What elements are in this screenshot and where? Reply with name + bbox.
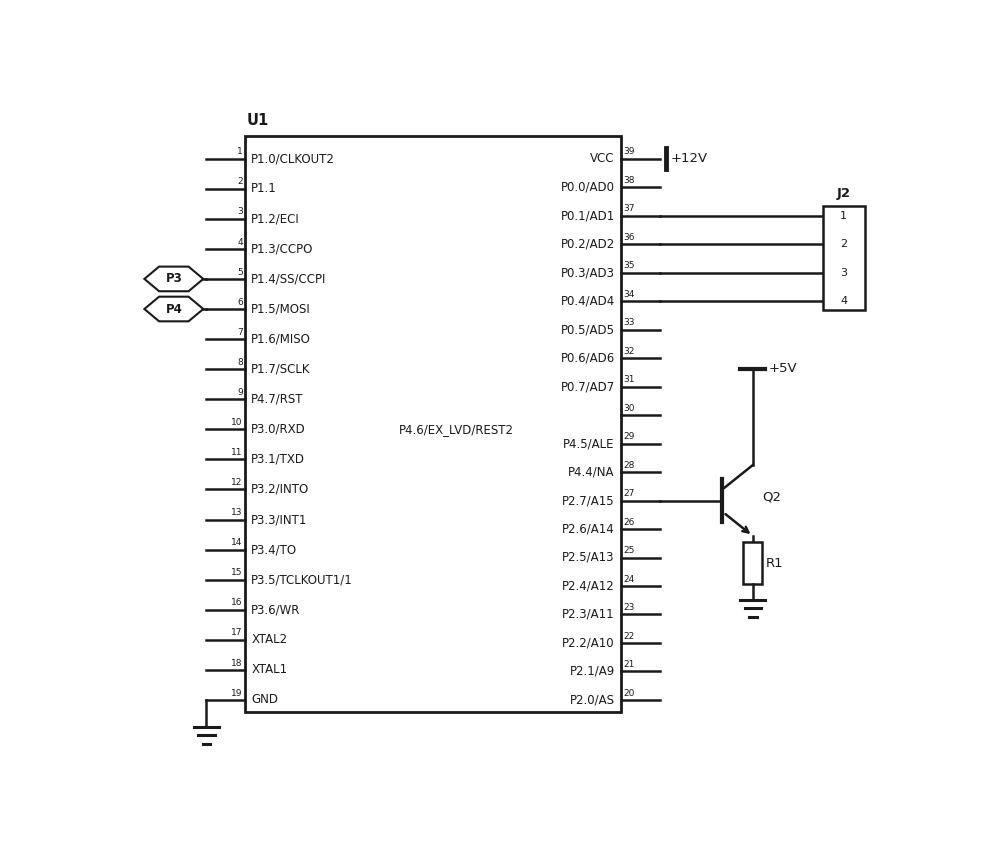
Text: P1.1: P1.1 bbox=[251, 182, 277, 195]
Text: GND: GND bbox=[251, 693, 278, 706]
Text: P1.5/MOSI: P1.5/MOSI bbox=[251, 303, 311, 316]
Text: 32: 32 bbox=[623, 347, 635, 356]
Text: 39: 39 bbox=[623, 147, 635, 157]
Text: 33: 33 bbox=[623, 318, 635, 328]
Text: 15: 15 bbox=[231, 568, 243, 577]
Text: P4.7/RST: P4.7/RST bbox=[251, 393, 304, 406]
Text: 23: 23 bbox=[623, 603, 635, 612]
Text: P2.3/A11: P2.3/A11 bbox=[562, 608, 615, 621]
Text: 28: 28 bbox=[623, 461, 635, 470]
Text: 5: 5 bbox=[237, 267, 243, 277]
Text: 35: 35 bbox=[623, 261, 635, 270]
Text: 6: 6 bbox=[237, 298, 243, 307]
Text: 10: 10 bbox=[231, 418, 243, 427]
Text: P2.6/A14: P2.6/A14 bbox=[562, 523, 615, 536]
Bar bbox=[743, 542, 762, 585]
Text: P0.6/AD6: P0.6/AD6 bbox=[561, 352, 615, 365]
Text: P3.5/TCLKOUT1/1: P3.5/TCLKOUT1/1 bbox=[251, 573, 353, 587]
Text: VCC: VCC bbox=[590, 152, 615, 165]
Text: P2.5/A13: P2.5/A13 bbox=[562, 551, 615, 564]
Text: P3.6/WR: P3.6/WR bbox=[251, 603, 301, 617]
Text: 11: 11 bbox=[231, 448, 243, 457]
Text: P2.7/A15: P2.7/A15 bbox=[562, 494, 615, 507]
Text: P3.2/INTO: P3.2/INTO bbox=[251, 483, 310, 496]
Text: P1.4/SS/CCPI: P1.4/SS/CCPI bbox=[251, 273, 327, 286]
Text: P1.7/SCLK: P1.7/SCLK bbox=[251, 363, 311, 376]
Text: 25: 25 bbox=[623, 546, 635, 556]
Text: P1.3/CCPO: P1.3/CCPO bbox=[251, 243, 314, 255]
Text: P2.2/A10: P2.2/A10 bbox=[562, 636, 615, 649]
Text: P3: P3 bbox=[165, 273, 182, 286]
Text: 3: 3 bbox=[840, 267, 847, 278]
Text: U1: U1 bbox=[247, 113, 269, 128]
Text: 38: 38 bbox=[623, 175, 635, 185]
Text: 16: 16 bbox=[231, 599, 243, 607]
Text: P0.4/AD4: P0.4/AD4 bbox=[561, 295, 615, 308]
Text: 3: 3 bbox=[237, 207, 243, 217]
Text: P0.7/AD7: P0.7/AD7 bbox=[561, 380, 615, 393]
Text: 37: 37 bbox=[623, 205, 635, 213]
Text: P4.4/NA: P4.4/NA bbox=[568, 465, 615, 478]
Text: P0.3/AD3: P0.3/AD3 bbox=[561, 266, 615, 280]
Text: +5V: +5V bbox=[768, 362, 797, 375]
Text: P1.0/CLKOUT2: P1.0/CLKOUT2 bbox=[251, 152, 335, 165]
Text: 7: 7 bbox=[237, 328, 243, 337]
Text: J2: J2 bbox=[837, 187, 851, 200]
Text: P0.5/AD5: P0.5/AD5 bbox=[561, 323, 615, 336]
Text: 24: 24 bbox=[623, 574, 635, 584]
Text: P1.2/ECI: P1.2/ECI bbox=[251, 212, 300, 225]
Text: 29: 29 bbox=[623, 433, 635, 441]
Text: P2.1/A9: P2.1/A9 bbox=[570, 665, 615, 678]
Text: P1.6/MISO: P1.6/MISO bbox=[251, 333, 311, 346]
Text: 18: 18 bbox=[231, 659, 243, 667]
Text: P4.6/EX_LVD/REST2: P4.6/EX_LVD/REST2 bbox=[399, 423, 514, 436]
Text: 26: 26 bbox=[623, 518, 635, 526]
Text: P3.1/TXD: P3.1/TXD bbox=[251, 453, 305, 466]
Text: 13: 13 bbox=[231, 508, 243, 517]
Text: 4: 4 bbox=[237, 237, 243, 247]
Text: 27: 27 bbox=[623, 489, 635, 498]
Text: P3.0/RXD: P3.0/RXD bbox=[251, 423, 306, 436]
Text: P0.1/AD1: P0.1/AD1 bbox=[561, 209, 615, 222]
Text: 22: 22 bbox=[623, 631, 635, 641]
Text: 17: 17 bbox=[231, 629, 243, 637]
Text: 2: 2 bbox=[840, 239, 847, 249]
Text: P4.5/ALE: P4.5/ALE bbox=[563, 437, 615, 450]
Text: 14: 14 bbox=[231, 538, 243, 547]
Text: P2.0/AS: P2.0/AS bbox=[570, 693, 615, 706]
Text: P0.2/AD2: P0.2/AD2 bbox=[561, 237, 615, 250]
Text: 1: 1 bbox=[840, 211, 847, 221]
Bar bbox=[822, 206, 865, 310]
Text: 12: 12 bbox=[231, 478, 243, 487]
Text: 31: 31 bbox=[623, 375, 635, 384]
Bar bbox=[245, 136, 621, 711]
Text: 30: 30 bbox=[623, 403, 635, 413]
Text: R1: R1 bbox=[766, 556, 784, 570]
Text: P3.3/INT1: P3.3/INT1 bbox=[251, 513, 308, 526]
Text: 19: 19 bbox=[231, 689, 243, 697]
Text: Q2: Q2 bbox=[762, 490, 781, 503]
Text: +12V: +12V bbox=[671, 152, 708, 165]
Text: 21: 21 bbox=[623, 660, 635, 669]
Text: 36: 36 bbox=[623, 233, 635, 242]
Text: P2.4/A12: P2.4/A12 bbox=[562, 580, 615, 593]
Text: 1: 1 bbox=[237, 147, 243, 157]
Text: 8: 8 bbox=[237, 358, 243, 367]
Text: 4: 4 bbox=[840, 296, 847, 306]
Text: P4: P4 bbox=[165, 303, 182, 316]
Text: XTAL1: XTAL1 bbox=[251, 663, 287, 676]
Text: 34: 34 bbox=[623, 290, 635, 298]
Text: 20: 20 bbox=[623, 689, 635, 697]
Text: XTAL2: XTAL2 bbox=[251, 633, 287, 647]
Text: P0.0/AD0: P0.0/AD0 bbox=[561, 181, 615, 194]
Text: 9: 9 bbox=[237, 388, 243, 397]
Text: 2: 2 bbox=[237, 177, 243, 187]
Text: P3.4/TO: P3.4/TO bbox=[251, 543, 297, 556]
